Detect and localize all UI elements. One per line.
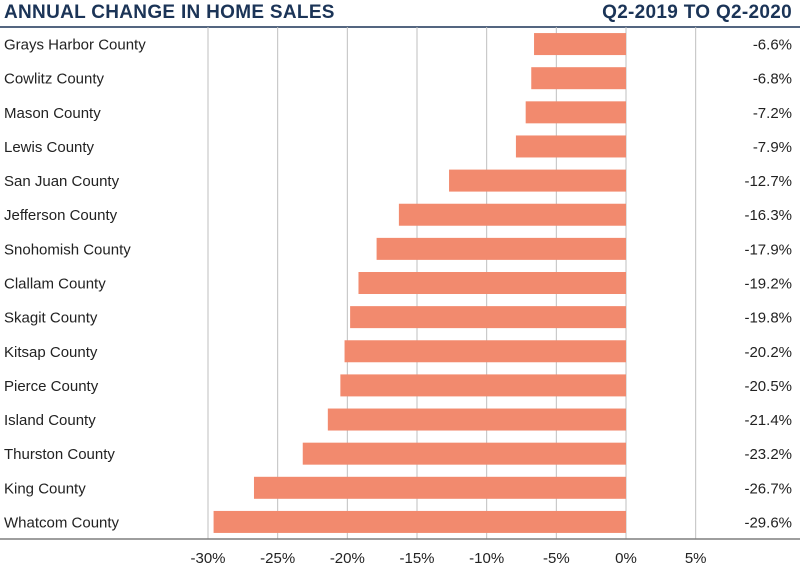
bar-3	[515, 135, 626, 158]
value-label-2: -7.2%	[753, 105, 792, 122]
bar-0	[534, 33, 626, 56]
bar-2	[525, 101, 626, 124]
bar-14	[213, 510, 626, 533]
x-tick-label-4: -10%	[469, 550, 504, 567]
category-label-9: Kitsap County	[4, 344, 98, 361]
value-label-8: -19.8%	[744, 310, 792, 327]
bar-12	[302, 442, 626, 465]
bar-7	[358, 272, 626, 294]
value-label-7: -19.2%	[744, 276, 792, 293]
category-label-2: Mason County	[4, 105, 101, 122]
category-label-5: Jefferson County	[4, 207, 118, 224]
bar-13	[253, 476, 627, 499]
chart-subtitle: Q2-2019 TO Q2-2020	[602, 2, 792, 23]
category-label-3: Lewis County	[4, 139, 95, 156]
category-label-14: Whatcom County	[4, 514, 120, 531]
bar-11	[327, 408, 626, 431]
bar-5	[398, 203, 626, 226]
category-label-12: Thurston County	[4, 446, 115, 463]
bar-4	[449, 169, 626, 192]
category-label-11: Island County	[4, 412, 96, 429]
value-label-3: -7.9%	[753, 139, 792, 156]
bar-6	[376, 237, 626, 260]
x-tick-label-2: -20%	[330, 550, 365, 567]
value-label-6: -17.9%	[744, 241, 792, 258]
value-label-11: -21.4%	[744, 412, 792, 429]
x-tick-label-1: -25%	[260, 550, 295, 567]
value-label-9: -20.2%	[744, 344, 792, 361]
value-label-4: -12.7%	[744, 173, 792, 190]
x-tick-label-7: 5%	[685, 550, 707, 567]
category-label-7: Clallam County	[4, 276, 106, 293]
category-label-8: Skagit County	[4, 310, 98, 327]
value-label-1: -6.8%	[753, 71, 792, 88]
category-label-1: Cowlitz County	[4, 71, 105, 88]
category-label-0: Grays Harbor County	[4, 37, 146, 54]
value-label-5: -16.3%	[744, 207, 792, 224]
x-tick-label-6: 0%	[615, 550, 637, 567]
value-label-10: -20.5%	[744, 378, 792, 395]
value-label-14: -29.6%	[744, 514, 792, 531]
x-tick-label-5: -5%	[543, 550, 570, 567]
bar-8	[350, 306, 626, 329]
value-label-13: -26.7%	[744, 480, 792, 497]
category-label-10: Pierce County	[4, 378, 99, 395]
category-label-4: San Juan County	[4, 173, 120, 190]
bar-1	[531, 67, 626, 90]
value-label-0: -6.6%	[753, 37, 792, 54]
bar-9	[344, 340, 626, 363]
bar-10	[340, 374, 626, 397]
value-label-12: -23.2%	[744, 446, 792, 463]
x-tick-label-0: -30%	[190, 550, 225, 567]
chart-title: ANNUAL CHANGE IN HOME SALES	[4, 2, 335, 23]
category-label-6: Snohomish County	[4, 241, 131, 258]
category-label-13: King County	[4, 480, 86, 497]
x-tick-label-3: -15%	[399, 550, 434, 567]
